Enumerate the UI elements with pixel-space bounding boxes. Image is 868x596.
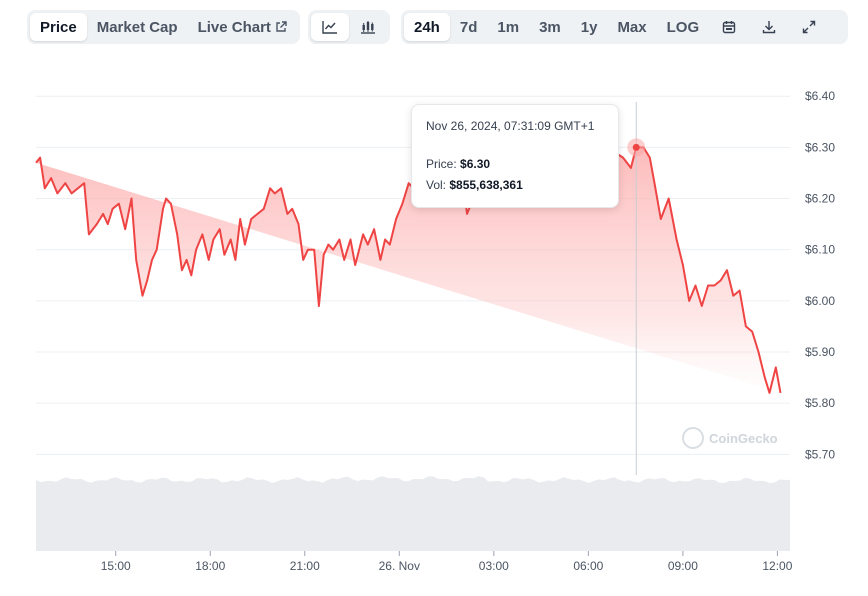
calendar-icon xyxy=(722,20,736,34)
download-icon xyxy=(762,20,776,34)
range-1m[interactable]: 1m xyxy=(497,18,520,36)
price-area xyxy=(35,146,782,394)
external-link-icon xyxy=(275,21,287,33)
candlestick-chart-button[interactable] xyxy=(349,13,387,41)
coingecko-watermark: CoinGecko xyxy=(682,427,778,449)
x-tick-label: 12:00 xyxy=(762,559,792,573)
tab-price[interactable]: Price xyxy=(30,13,87,41)
x-tick-label: 18:00 xyxy=(195,559,225,573)
x-tick-label: 03:00 xyxy=(479,559,509,573)
price-area-fill xyxy=(36,147,781,393)
line-chart-icon xyxy=(322,20,338,34)
range-24h[interactable]: 24h xyxy=(404,13,450,41)
tooltip-volume-label: Vol: xyxy=(426,178,447,192)
tab-market-cap[interactable]: Market Cap xyxy=(96,18,178,36)
range-1y[interactable]: 1y xyxy=(580,18,598,36)
tab-live-chart-label: Live Chart xyxy=(197,18,271,36)
candlestick-chart-icon xyxy=(360,20,376,34)
log-scale-toggle[interactable]: LOG xyxy=(666,18,700,36)
hover-point xyxy=(632,143,640,151)
y-tick-label: $6.30 xyxy=(805,140,835,154)
y-tick-label: $5.90 xyxy=(805,345,835,359)
range-max[interactable]: Max xyxy=(617,18,647,36)
y-tick-label: $6.10 xyxy=(805,243,835,257)
volume-fill xyxy=(36,476,790,551)
y-tick-label: $6.20 xyxy=(805,192,835,206)
chart-style-group xyxy=(308,10,390,44)
tooltip-volume-row: Vol: $855,638,361 xyxy=(426,178,604,192)
x-tick-label: 09:00 xyxy=(668,559,698,573)
tooltip-volume-value: $855,638,361 xyxy=(449,178,523,192)
range-3m[interactable]: 3m xyxy=(539,18,561,36)
price-tooltip: Nov 26, 2024, 07:31:09 GMT+1 Price: $6.3… xyxy=(411,104,619,208)
coingecko-logo-icon xyxy=(682,427,704,449)
tooltip-price-value: $6.30 xyxy=(460,157,491,171)
x-tick-label: 15:00 xyxy=(101,559,131,573)
expand-icon xyxy=(802,20,816,34)
crosshair xyxy=(627,102,646,475)
calendar-button[interactable] xyxy=(709,13,749,41)
line-chart-button[interactable] xyxy=(311,13,349,41)
fullscreen-button[interactable] xyxy=(789,13,829,41)
x-tick-label: 06:00 xyxy=(573,559,603,573)
price-line xyxy=(35,146,782,394)
tooltip-datetime: Nov 26, 2024, 07:31:09 GMT+1 xyxy=(426,119,595,133)
range-7d[interactable]: 7d xyxy=(459,18,478,36)
tooltip-price-label: Price: xyxy=(426,157,457,171)
volume-area xyxy=(36,476,790,551)
x-tick-label: 26. Nov xyxy=(379,559,420,573)
y-axis: $6.40 $6.30 $6.20 $6.10 $6.00 $5.90 $5.80 $5.70 xyxy=(805,89,835,461)
y-tick-label: $5.70 xyxy=(805,447,835,461)
x-tick-label: 21:00 xyxy=(290,559,320,573)
y-tick-label: $6.40 xyxy=(805,89,835,103)
y-tick-label: $6.00 xyxy=(805,294,835,308)
chart-toolbar: Price Market Cap Live Chart 24h 7d 1m 3m… xyxy=(27,10,848,44)
range-group: 24h 7d 1m 3m 1y Max LOG xyxy=(401,10,848,44)
tooltip-price-row: Price: $6.30 xyxy=(426,157,604,171)
tab-group: Price Market Cap Live Chart xyxy=(27,10,300,44)
x-axis: 15:00 18:00 21:00 26. Nov 03:00 06:00 09:00 12:… xyxy=(101,551,793,573)
y-tick-label: $5.80 xyxy=(805,396,835,410)
watermark-text: CoinGecko xyxy=(709,430,778,446)
download-button[interactable] xyxy=(749,13,789,41)
tab-live-chart[interactable]: Live Chart xyxy=(188,13,297,41)
